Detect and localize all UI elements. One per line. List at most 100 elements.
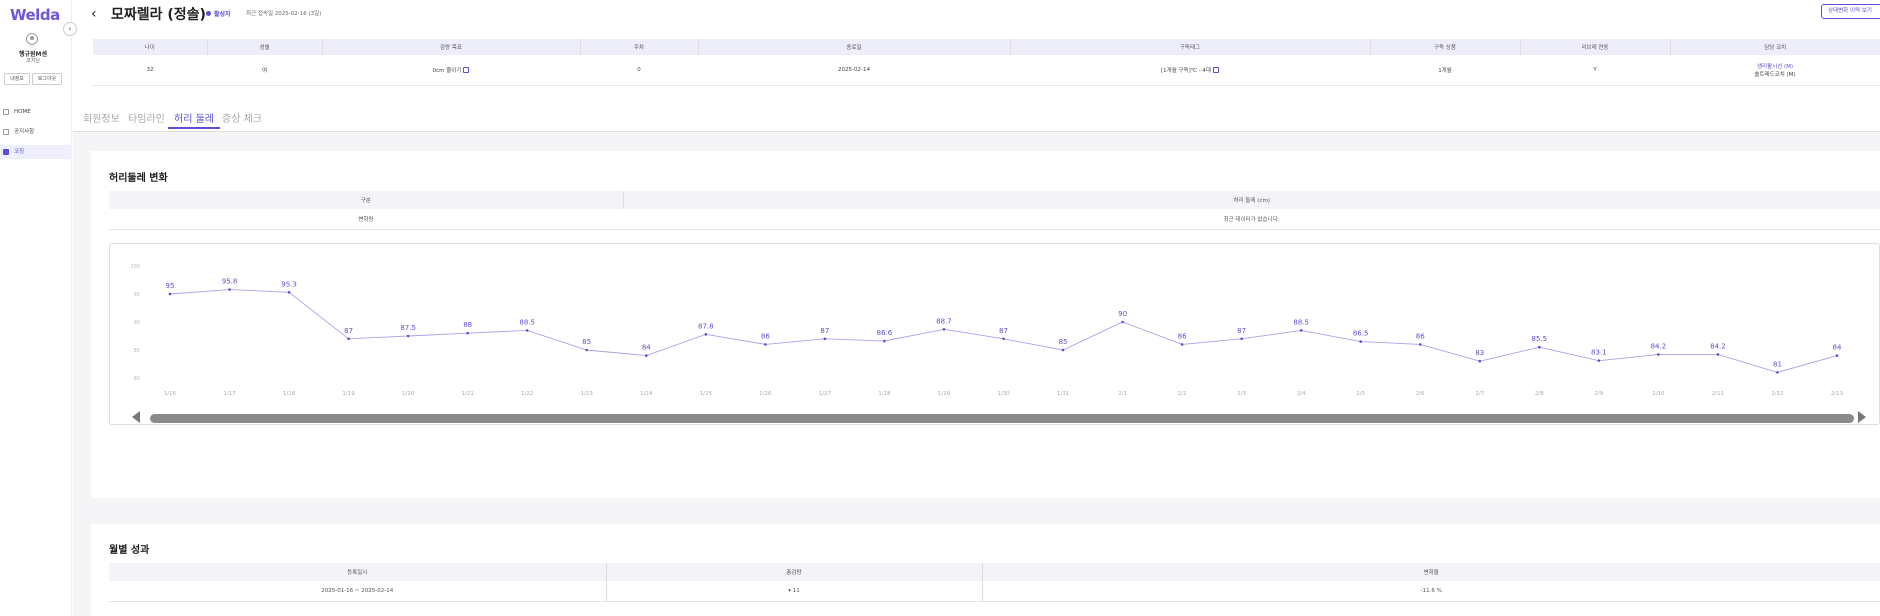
data-point [942, 327, 946, 331]
data-point [1418, 343, 1422, 346]
data-label: 84.2 [1710, 342, 1726, 350]
tag-cell: [1개월 구독]℃ - 4대 [1010, 55, 1370, 86]
col-waist: 허리 둘레 (cm) [623, 191, 1880, 209]
tab-member-info[interactable]: 회원정보 [83, 114, 120, 125]
data-point [406, 334, 410, 338]
data-point [585, 348, 589, 352]
x-tick-label: 2/3 [1237, 391, 1246, 397]
data-label: 88.5 [519, 318, 535, 326]
tab-symptom-check[interactable]: 증상 체크 [222, 114, 262, 125]
change-rate-value: -11.6 % [982, 581, 1880, 602]
last-login-text: 최근 접속일 2025-02-16 (3일) [246, 11, 322, 17]
data-label: 87.8 [698, 322, 714, 330]
edit-icon[interactable] [463, 66, 470, 73]
x-tick-label: 2/6 [1416, 391, 1425, 397]
x-tick-label: 1/27 [819, 391, 832, 397]
waist-line-chart: 100 95 90 85 80 95 1/16 95.8 1/17 95.3 1/18 87 1/19 8… [130, 264, 1843, 397]
status-history-button[interactable]: 상태변화 이력 보기 [1821, 4, 1880, 19]
data-label: 87 [820, 327, 829, 335]
libre-value: Y [1520, 55, 1670, 86]
table-row: 2025-01-16 ~ 2025-02-14 ▾ 11 -11.6 % [109, 581, 1880, 602]
sidebar-item-home[interactable]: HOME [0, 105, 72, 119]
edit-icon[interactable] [1213, 66, 1219, 73]
col-period: 등록일시 [109, 563, 607, 581]
age-value: 32 [93, 55, 207, 86]
data-label: 87 [999, 327, 1008, 335]
scroll-right-arrow-icon[interactable] [1858, 411, 1866, 423]
data-label: 86 [761, 332, 770, 340]
gender-value: 여 [207, 55, 322, 86]
product-value: 1개월 [1370, 55, 1520, 86]
x-tick-label: 2/9 [1594, 391, 1603, 397]
coach-cell: 생리활시선 (M) 솔트레드코치 (M) [1670, 55, 1880, 86]
data-point [644, 354, 648, 357]
end-date-value: 2025-02-14 [698, 55, 1010, 86]
chart-scrollbar[interactable] [150, 414, 1854, 423]
data-point [1657, 353, 1660, 356]
sidebar-item-label: 공지사항 [14, 129, 35, 135]
x-tick-label: 1/16 [164, 391, 177, 397]
avatar-icon [26, 33, 38, 45]
x-tick-label: 1/21 [461, 391, 473, 397]
sidebar-item-notice[interactable]: 공지사항 [0, 125, 72, 139]
member-info-table: 나이 성별 감량 목표 주차 종료일 구독태그 구독 상품 리브레 연동 담당 … [93, 39, 1880, 86]
x-tick-label: 1/25 [700, 391, 713, 397]
data-label: 88.5 [1293, 318, 1309, 326]
sidebar-item-label: 코칭 [14, 149, 25, 155]
data-point [228, 288, 231, 291]
header: ‹ 모짜렐라 (정솔) 활성자 최근 접속일 2025-02-16 (3일) 상… [73, 0, 1880, 30]
tag-value: [1개월 구독]℃ - 4대 [1161, 67, 1211, 74]
scroll-left-arrow-icon[interactable] [132, 411, 140, 423]
back-arrow-icon[interactable]: ‹ [91, 6, 97, 22]
period-value: 2025-01-16 ~ 2025-02-14 [109, 581, 607, 602]
data-point [1538, 345, 1541, 349]
data-label: 87 [1237, 327, 1246, 335]
coach-link-1[interactable]: 생리활시선 (M) [1756, 63, 1794, 70]
goal-cell: 0cm 줄이기 [322, 55, 580, 86]
data-label: 85 [1059, 338, 1068, 346]
data-point [168, 292, 172, 296]
home-icon [3, 109, 9, 115]
user-name: 행규원M센 [18, 51, 48, 58]
tab-bar: 회원정보 타임라인 허리 둘레 증상 체크 [73, 92, 1880, 132]
data-label: 95.8 [222, 278, 238, 286]
row-label: 변화량 [109, 209, 623, 230]
data-label: 87 [344, 327, 353, 335]
user-role: 코치님 [26, 58, 40, 64]
data-point [1121, 320, 1124, 324]
sidebar: Welda ‹ 행규원M센 코치님 내정보 로그아웃 HOME 공지사항 코칭 [0, 0, 77, 616]
data-point [1002, 337, 1005, 341]
tab-timeline[interactable]: 타임라인 [128, 114, 165, 125]
data-point [525, 329, 529, 332]
y-tick-label: 85 [134, 348, 140, 354]
my-info-button[interactable]: 내정보 [4, 73, 30, 85]
x-tick-label: 2/7 [1475, 391, 1484, 397]
tab-waist[interactable]: 허리 둘레 [168, 110, 220, 129]
sidebar-collapse-button[interactable]: ‹ [63, 22, 77, 36]
coach-name-2: 솔트레드코치 (M) [1754, 71, 1796, 78]
data-label: 83 [1475, 349, 1484, 357]
col-tag: 구독태그 [1010, 39, 1371, 55]
waist-card: 허리둘레 변화 구분 허리 둘레 (cm) 변화량 최근 데이터가 없습니다. … [91, 151, 1880, 498]
x-tick-label: 2/8 [1535, 391, 1544, 397]
data-point [466, 331, 469, 335]
data-label: 84 [1833, 344, 1842, 352]
data-label: 90 [1118, 310, 1127, 318]
data-label: 95 [166, 282, 175, 290]
x-tick-label: 1/29 [938, 391, 951, 397]
data-point [1299, 329, 1303, 332]
y-tick-label: 80 [134, 376, 140, 382]
col-rate: 변화율 [982, 563, 1880, 581]
megaphone-icon [3, 129, 9, 135]
col-product: 구독 상품 [1370, 39, 1521, 55]
goal-value: 0cm 줄이기 [432, 67, 462, 74]
data-label: 81 [1773, 360, 1782, 368]
col-category: 구분 [109, 191, 624, 209]
y-tick-label: 100 [130, 264, 140, 270]
data-label: 88 [463, 321, 472, 329]
data-label: 86.6 [877, 329, 893, 337]
data-point [287, 291, 291, 294]
col-end-date: 종료일 [698, 39, 1011, 55]
sidebar-item-coaching[interactable]: 코칭 [0, 145, 72, 159]
logout-button[interactable]: 로그아웃 [32, 73, 62, 85]
